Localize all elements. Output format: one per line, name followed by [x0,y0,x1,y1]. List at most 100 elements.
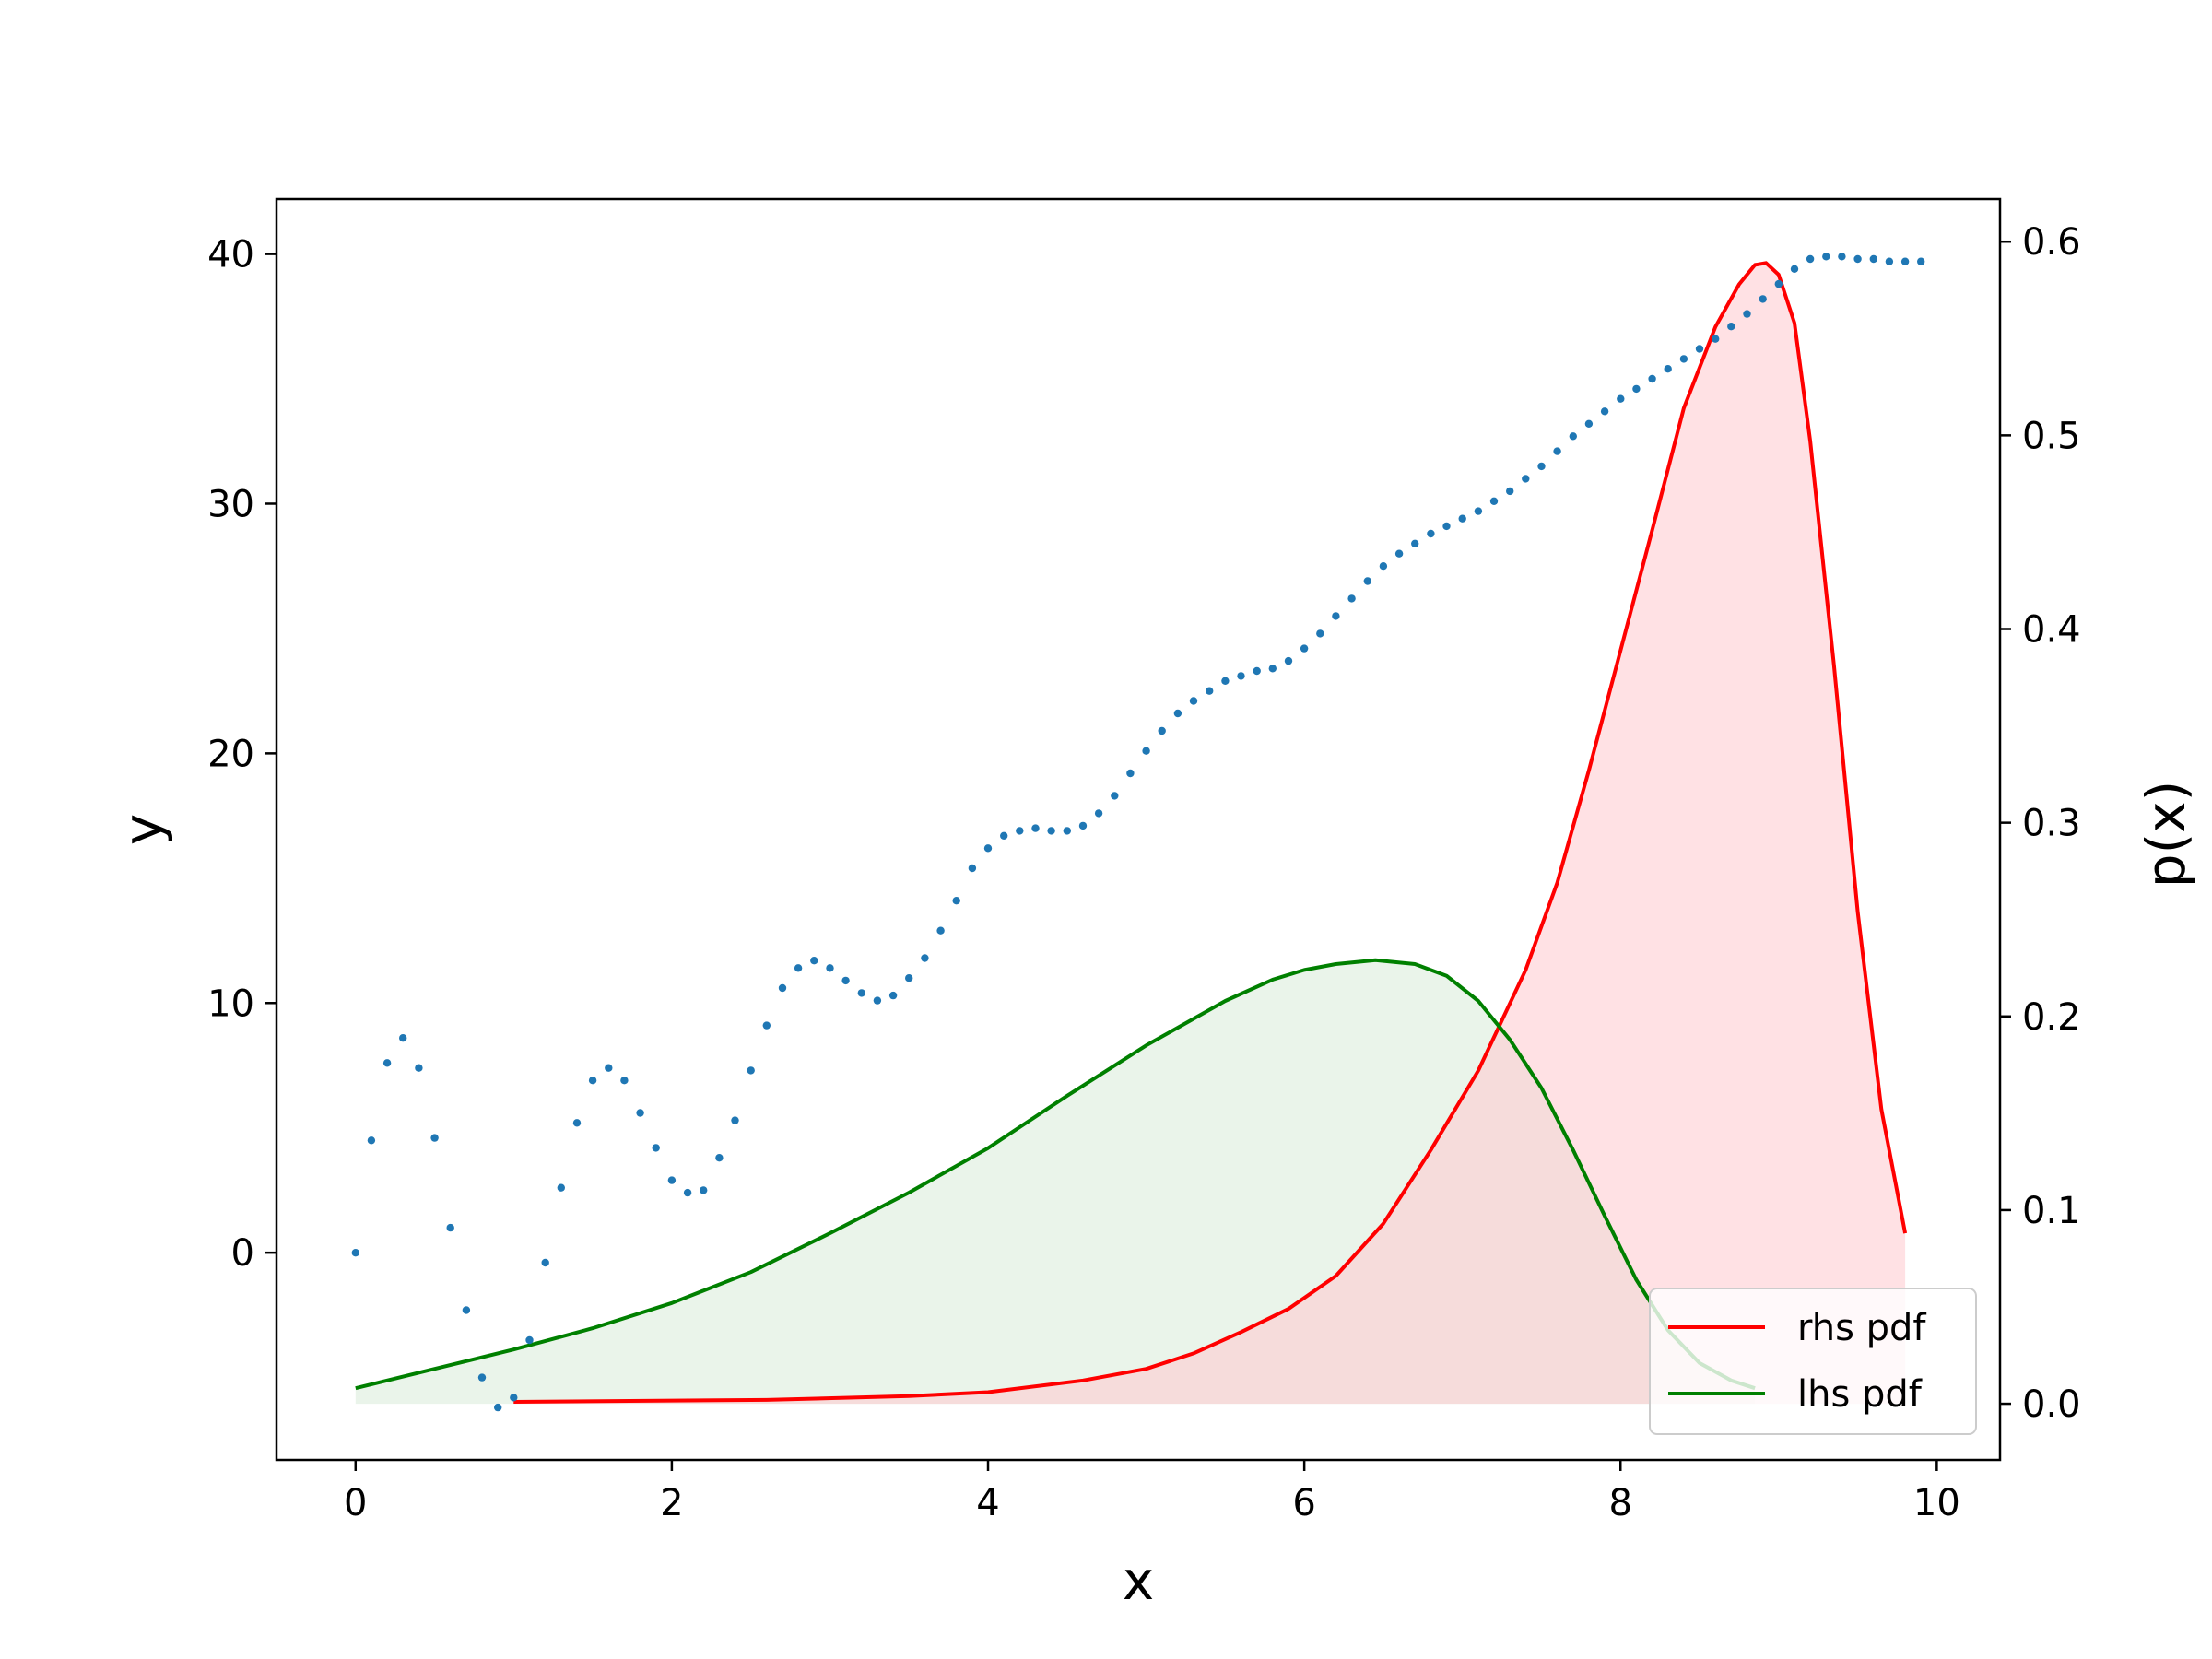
y2-tick-label: 0.1 [2022,1190,2081,1232]
scatter-point [1617,394,1625,403]
scatter-point [1632,384,1641,394]
scatter-point [968,864,977,873]
y-tick-label: 0 [231,1232,254,1275]
scatter-points [351,253,1925,1412]
scatter-point [1727,323,1735,331]
scatter-point [1790,265,1799,273]
scatter-point [1458,514,1466,523]
line-rhs-pdf [513,261,1908,1404]
y2-tick-label: 0.0 [2022,1383,2081,1426]
scatter-point [1031,824,1040,832]
scatter-point [683,1188,692,1197]
x-tick-label: 4 [976,1482,999,1524]
scatter-point [415,1064,423,1072]
x-tick-label: 8 [1609,1482,1632,1524]
scatter-point [1648,374,1656,383]
scatter-point [1759,295,1767,303]
scatter-point [636,1109,644,1117]
legend-label-rhs-pdf: rhs pdf [1797,1307,1926,1349]
scatter-point [1016,827,1024,835]
scatter-point [1743,310,1751,318]
scatter-point [1347,594,1356,603]
scatter-point [494,1403,502,1412]
y2-tick-label: 0.4 [2022,609,2081,652]
x-tick-label: 2 [660,1482,683,1524]
scatter-point [605,1064,613,1072]
y-tick-label: 10 [207,982,254,1025]
scatter-point [1917,257,1925,265]
scatter-point [983,844,993,853]
scatter-point [1394,549,1404,558]
scatter-point [1569,432,1578,441]
scatter-point [1411,539,1419,547]
scatter-point [1284,656,1293,665]
scatter-point [1253,666,1261,676]
scatter-point [747,1066,755,1075]
scatter-point [541,1258,549,1267]
scatter-point [1838,253,1846,261]
x-tick-label: 10 [1913,1482,1960,1524]
scatter-point [1126,769,1135,778]
scatter-point [1111,792,1119,800]
scatter-point [382,1059,392,1067]
scatter-point [351,1249,359,1257]
x-axis-ticks: 0 2 4 6 8 10 [344,1460,1960,1524]
scatter-point [1806,254,1815,264]
scatter-point [1853,254,1862,264]
scatter-point [1712,335,1720,343]
pdf-lines [355,261,1908,1404]
scatter-point [715,1154,724,1162]
y-axis-ticks: 0 10 20 30 40 [207,234,276,1275]
y2-tick-label: 0.5 [2022,415,2081,457]
y2-axis-ticks: 0.0 0.1 0.2 0.3 0.4 0.5 0.6 [2000,221,2081,1426]
y2-tick-label: 0.3 [2022,803,2081,845]
scatter-point [888,991,898,1000]
scatter-point [572,1119,582,1127]
scatter-point [1900,257,1910,265]
scatter-point [667,1176,677,1184]
scatter-point [477,1373,487,1382]
scatter-point [1522,475,1530,483]
scatter-point [430,1134,439,1142]
scatter-point [1189,697,1198,705]
scatter-point [1237,672,1245,680]
y-tick-label: 30 [207,483,254,525]
x-axis-title: x [1123,1549,1154,1612]
scatter-point [873,996,882,1005]
scatter-point [1332,612,1340,620]
scatter-point [1474,507,1483,515]
scatter-point [620,1077,629,1085]
scatter-point [1506,487,1514,496]
scatter-point [921,954,929,962]
pdf-fill-areas [355,263,1906,1405]
scatter-point [1173,709,1182,718]
scatter-point [1000,831,1008,840]
scatter-point [462,1306,471,1314]
x-tick-label: 6 [1292,1482,1315,1524]
scatter-point [857,989,865,997]
scatter-point [731,1116,739,1124]
scatter-point [1221,677,1230,685]
scatter-point [1442,522,1451,531]
scatter-point [1774,279,1783,288]
scatter-point [762,1021,771,1030]
scatter-point [952,897,960,905]
scatter-point [652,1144,660,1152]
scatter-point [1537,462,1546,471]
scatter-point [1047,827,1055,835]
line-lhs-pdf [355,958,1756,1391]
scatter-point [1695,345,1704,353]
y2-axis-title: p(x) [2135,781,2197,888]
y2-tick-label: 0.6 [2022,221,2081,264]
scatter-point [446,1223,454,1232]
scatter-point [778,983,787,993]
scatter-point [557,1183,565,1192]
scatter-point [841,976,850,985]
legend: rhs pdf lhs pdf [1649,1288,1977,1435]
scatter-point [399,1034,407,1042]
scatter-point [1158,726,1166,735]
scatter-point [936,926,945,935]
legend-label-lhs-pdf: lhs pdf [1797,1373,1923,1416]
scatter-point [525,1335,534,1345]
